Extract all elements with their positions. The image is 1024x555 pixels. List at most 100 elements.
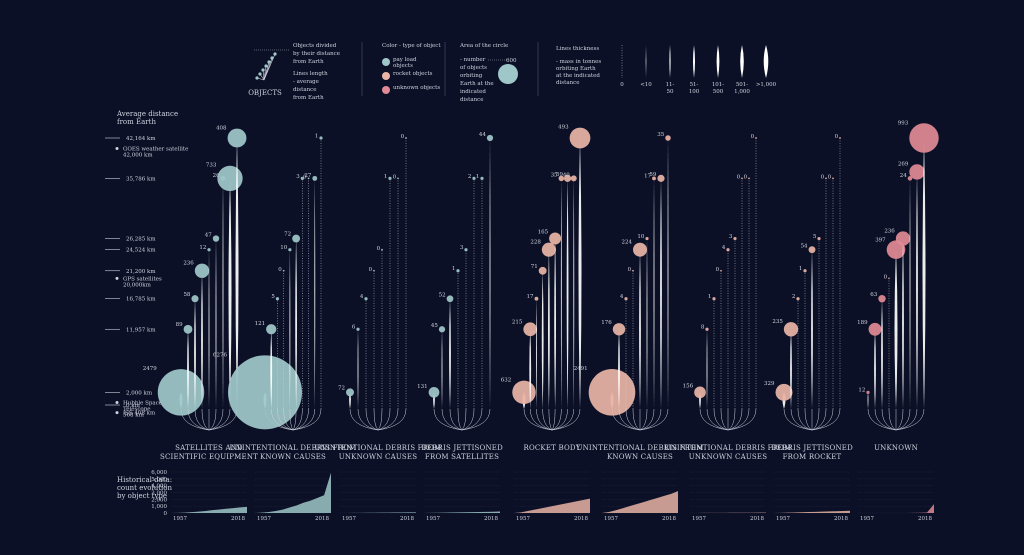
legend-color-label: rocket objects bbox=[393, 71, 433, 77]
object-count-label: 2 bbox=[792, 294, 796, 300]
object-circle bbox=[283, 270, 285, 272]
distance-line bbox=[881, 299, 883, 409]
object-count-label: 58 bbox=[183, 292, 190, 298]
object-circle bbox=[512, 381, 535, 404]
fan-connector bbox=[896, 409, 903, 430]
history-end-label: 2018 bbox=[834, 516, 848, 522]
legend-thickness-text: distance bbox=[556, 80, 579, 86]
history-ytick-label: 4,000 bbox=[151, 484, 167, 490]
object-count-label: 0 bbox=[369, 267, 373, 273]
object-circle bbox=[694, 387, 706, 399]
object-count-label: 0 bbox=[737, 174, 741, 180]
object-circle bbox=[866, 391, 869, 394]
fan-connector bbox=[458, 409, 462, 430]
fan-connector bbox=[633, 409, 640, 430]
legend-length-text: distance bbox=[293, 87, 316, 93]
object-count-label: 10 bbox=[280, 245, 287, 251]
objects-label: OBJECTS bbox=[248, 89, 282, 97]
object-count-label: 1 bbox=[708, 294, 712, 300]
thickness-scale-label: >1,000 bbox=[756, 82, 777, 88]
history-end-label: 2018 bbox=[750, 516, 764, 522]
distance-line bbox=[548, 250, 550, 409]
history-ytick-label: 3,000 bbox=[151, 491, 167, 497]
object-circle bbox=[832, 177, 834, 179]
history-start-label: 1957 bbox=[776, 516, 790, 522]
object-circle bbox=[755, 137, 757, 139]
object-count-label: 733 bbox=[206, 163, 217, 169]
object-circle bbox=[405, 137, 407, 139]
object-count-label: 0 bbox=[821, 174, 825, 180]
objects-icon-dot bbox=[273, 52, 276, 55]
legend-thickness-text: orbiting Earth bbox=[556, 66, 596, 72]
object-circle bbox=[381, 249, 383, 251]
object-circle bbox=[228, 355, 302, 429]
object-count-label: 0 bbox=[744, 174, 748, 180]
thickness-scale-label: 50 bbox=[667, 89, 674, 95]
group-name: DEBRIS JETTISONED bbox=[771, 444, 853, 452]
object-circle bbox=[266, 324, 276, 334]
object-circle bbox=[388, 177, 391, 180]
history-area bbox=[171, 507, 247, 513]
object-circle bbox=[228, 129, 247, 148]
legend-thickness-text: - mass in tonnes bbox=[556, 59, 601, 65]
history-area bbox=[340, 512, 416, 513]
object-count-label: 0 bbox=[401, 134, 405, 140]
axis-note-text: 20,000km bbox=[123, 282, 152, 288]
object-count-label: 329 bbox=[764, 381, 775, 387]
object-circle bbox=[523, 322, 537, 336]
fan-connector bbox=[812, 409, 819, 430]
object-circle bbox=[429, 387, 440, 398]
object-circle bbox=[632, 270, 634, 272]
object-circle bbox=[571, 175, 577, 181]
thickness-sample bbox=[693, 45, 695, 78]
object-count-label: 189 bbox=[857, 320, 868, 326]
object-circle bbox=[712, 297, 715, 300]
object-count-label: 0 bbox=[835, 134, 839, 140]
history-area bbox=[858, 504, 934, 513]
object-count-label: 17 bbox=[527, 294, 534, 300]
object-circle bbox=[589, 369, 636, 416]
object-circle bbox=[292, 235, 300, 243]
object-circle bbox=[480, 177, 483, 180]
distance-line bbox=[668, 138, 669, 409]
legend-divided-text: from Earth bbox=[293, 59, 324, 65]
thickness-scale-label: 0 bbox=[620, 82, 624, 88]
object-count-label: 2 bbox=[468, 174, 472, 180]
object-circle bbox=[665, 135, 671, 141]
object-count-label: 4 bbox=[360, 294, 364, 300]
fan-connector bbox=[549, 409, 552, 430]
history-start-label: 1957 bbox=[516, 516, 530, 522]
object-count-label: 5 bbox=[813, 234, 817, 240]
axis-note-marker bbox=[116, 277, 119, 280]
legend-area-value: 600 bbox=[506, 58, 517, 64]
object-circle bbox=[570, 128, 591, 149]
group-name: KNOWN CAUSES bbox=[607, 453, 673, 461]
object-circle bbox=[549, 233, 561, 245]
object-count-label: 3 bbox=[460, 245, 464, 251]
group-name: UNKNOWN bbox=[874, 444, 918, 452]
legend-thickness-title: Lines thickness bbox=[556, 46, 599, 52]
object-count-label: 63 bbox=[870, 292, 877, 298]
object-count-label: 397 bbox=[875, 237, 886, 243]
distance-line bbox=[647, 239, 648, 409]
object-circle bbox=[397, 177, 399, 179]
thickness-scale-label: 11- bbox=[666, 82, 675, 88]
legend-length-text: from Earth bbox=[293, 95, 324, 101]
legend-color-swatch bbox=[382, 72, 390, 80]
object-circle bbox=[817, 237, 820, 240]
object-circle bbox=[809, 246, 816, 253]
object-count-label: 993 bbox=[898, 120, 909, 126]
object-count-label: 4 bbox=[722, 245, 726, 251]
distance-line bbox=[542, 271, 544, 409]
thickness-sample bbox=[740, 45, 744, 78]
distance-line bbox=[536, 299, 537, 409]
legend-divided-text: Objects divided bbox=[293, 43, 337, 49]
object-count-label: 156 bbox=[683, 384, 694, 390]
history-end-label: 2018 bbox=[574, 516, 588, 522]
object-circle bbox=[217, 166, 242, 191]
